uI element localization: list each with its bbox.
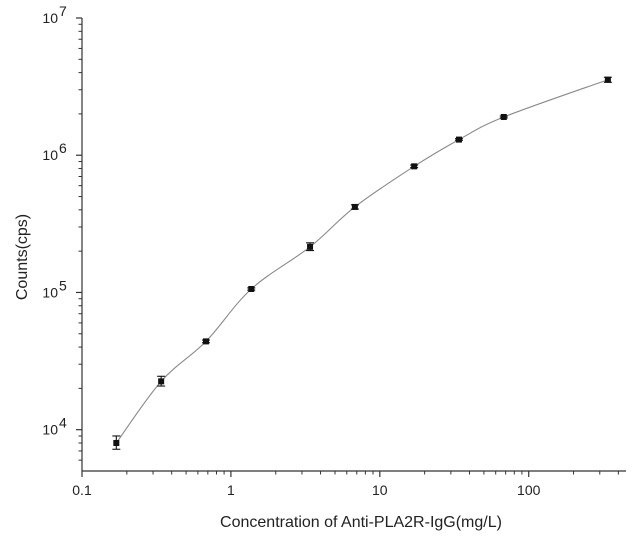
y-tick-exponent: 5 [59, 277, 67, 293]
square-marker [202, 338, 209, 345]
y-tick-label: 10 [42, 284, 58, 300]
x-tick-label: 10 [372, 482, 388, 498]
square-marker [411, 163, 418, 170]
y-tick-base: 10 [42, 284, 58, 300]
fit-curve-layer [115, 79, 609, 444]
data-point [350, 203, 359, 210]
y-tick-exponent: 6 [59, 140, 67, 156]
square-marker [113, 439, 120, 446]
data-point [157, 375, 166, 387]
x-tick-label: 1 [227, 482, 235, 498]
y-tick-label: 10 [42, 10, 58, 26]
square-marker [455, 136, 462, 143]
y-tick-base: 10 [42, 147, 58, 163]
y-tick-label: 10 [42, 422, 58, 438]
y-tick-base: 10 [42, 10, 58, 26]
data-point [201, 338, 210, 345]
square-marker [500, 113, 507, 120]
y-tick-base: 10 [42, 422, 58, 438]
square-marker [351, 203, 358, 210]
square-marker [307, 243, 314, 250]
data-point [306, 242, 315, 252]
x-axis-title: Concentration of Anti-PLA2R-IgG(mg/L) [220, 514, 502, 531]
data-point [410, 163, 419, 170]
y-axis-title: Counts(cps) [14, 214, 31, 300]
fit-curve [115, 79, 609, 444]
data-points-layer [112, 76, 612, 450]
x-tick-label: 100 [517, 482, 541, 498]
square-marker [604, 76, 611, 83]
data-point [112, 435, 121, 450]
data-point [499, 113, 508, 120]
square-marker [158, 378, 165, 385]
data-point [603, 76, 612, 83]
y-tick-label: 10 [42, 147, 58, 163]
square-marker [248, 285, 255, 292]
data-point [454, 136, 463, 143]
data-point [247, 285, 256, 292]
y-tick-exponent: 4 [59, 415, 67, 431]
x-tick-label: 0.1 [72, 482, 92, 498]
y-tick-exponent: 7 [59, 3, 67, 19]
